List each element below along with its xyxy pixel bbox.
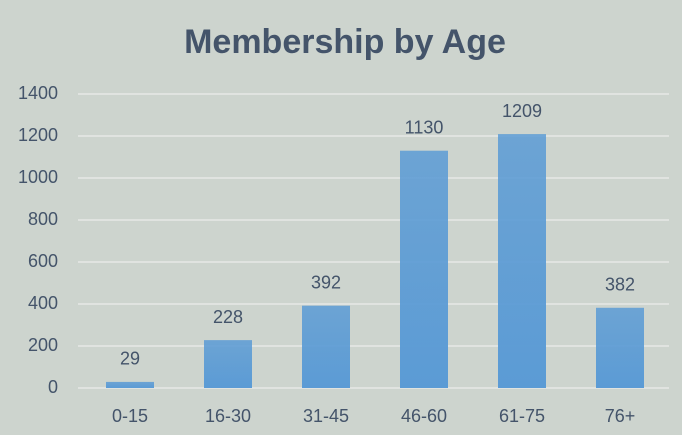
x-tick-label: 0-15 [112,406,148,426]
bar [596,307,644,388]
bar [400,150,448,388]
x-tick-label: 31-45 [303,406,349,426]
x-tick-label: 46-60 [401,406,447,426]
bar [302,305,350,388]
y-tick-label: 1000 [18,167,58,187]
chart-title: Membership by Age [184,23,506,61]
x-tick-label: 16-30 [205,406,251,426]
y-tick-label: 1400 [18,83,58,103]
y-tick-label: 600 [28,251,58,271]
y-tick-label: 0 [48,377,58,397]
y-tick-label: 1200 [18,125,58,145]
data-label: 29 [120,349,140,369]
bar [106,381,154,388]
data-label: 392 [311,272,341,292]
x-tick-label: 61-75 [499,406,545,426]
data-label: 382 [605,275,635,295]
data-label: 1209 [502,101,542,121]
data-label: 228 [213,307,243,327]
bar [204,340,252,388]
y-tick-label: 200 [28,335,58,355]
y-tick-label: 400 [28,293,58,313]
bar [498,134,546,388]
x-tick-label: 76+ [605,406,636,426]
data-label: 1130 [405,117,444,137]
y-tick-label: 800 [28,209,58,229]
